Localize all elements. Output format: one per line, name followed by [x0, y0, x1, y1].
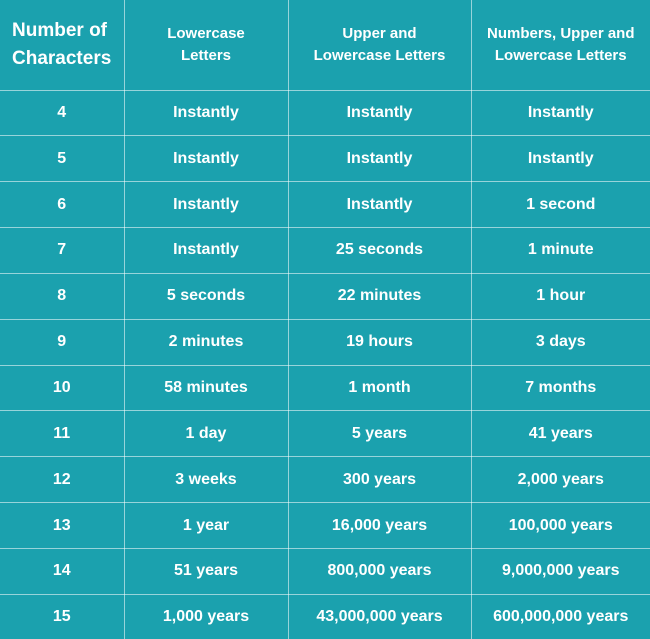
crack-time: Instantly: [287, 135, 472, 183]
crack-time: 300 years: [287, 456, 472, 504]
header-text: Lowercase Letters: [167, 24, 245, 64]
crack-time: 22 minutes: [287, 272, 472, 320]
table-row: 10 58 minutes 1 month 7 months: [0, 364, 650, 412]
crack-time: 1 hour: [470, 272, 650, 320]
header-cell: Lowercase Letters: [123, 0, 289, 91]
character-count: 7: [0, 227, 125, 274]
crack-time: Instantly: [287, 181, 472, 229]
crack-time: 2,000 years: [470, 456, 650, 504]
character-count: 12: [0, 456, 125, 504]
header-cell: Number of Characters: [0, 0, 125, 91]
table-row: 15 1,000 years 43,000,000 years 600,000,000…: [0, 593, 650, 639]
crack-time: 9,000,000 years: [470, 547, 650, 595]
crack-time: 58 minutes: [123, 364, 289, 412]
crack-time: 51 years: [123, 547, 289, 595]
crack-time: 1 minute: [470, 227, 650, 274]
crack-time: Instantly: [470, 89, 650, 137]
header-cell: Numbers, Upper and Lowercase Letters: [470, 0, 650, 91]
character-count: 13: [0, 502, 125, 549]
header-text: Number of Characters: [12, 19, 112, 69]
crack-time: 25 seconds: [287, 227, 472, 274]
crack-time: 16,000 years: [287, 502, 472, 549]
crack-time: 2 minutes: [123, 318, 289, 366]
table-body: 4 Instantly Instantly Instantly 5 Instantly In…: [0, 89, 650, 639]
header-row: Number of Characters Lowercase Letters Upp…: [0, 0, 650, 91]
crack-time: 1 year: [123, 502, 289, 549]
table-row: 14 51 years 800,000 years 9,000,000 years: [0, 547, 650, 595]
crack-time: Instantly: [123, 135, 289, 183]
crack-time: 600,000,000 years: [470, 593, 650, 639]
crack-time: 1 month: [287, 364, 472, 412]
crack-time: 1 day: [123, 410, 289, 458]
character-count: 9: [0, 318, 125, 366]
character-count: 6: [0, 181, 125, 229]
header-cell: Upper and Lowercase Letters: [287, 0, 472, 91]
character-count: 11: [0, 410, 125, 458]
crack-time: Instantly: [470, 135, 650, 183]
crack-time: 19 hours: [287, 318, 472, 366]
crack-time: 5 seconds: [123, 272, 289, 320]
crack-time: Instantly: [123, 89, 289, 137]
crack-time: Instantly: [287, 89, 472, 137]
crack-time: 3 weeks: [123, 456, 289, 504]
crack-time: 1,000 years: [123, 593, 289, 639]
table-row: 5 Instantly Instantly Instantly: [0, 135, 650, 183]
crack-time: 5 years: [287, 410, 472, 458]
character-count: 14: [0, 547, 125, 595]
crack-time: 1 second: [470, 181, 650, 229]
crack-time: Instantly: [123, 227, 289, 274]
character-count: 8: [0, 272, 125, 320]
crack-time: Instantly: [123, 181, 289, 229]
crack-time: 41 years: [470, 410, 650, 458]
header-text: Upper and Lowercase Letters: [313, 24, 446, 64]
table-row: 13 1 year 16,000 years 100,000 years: [0, 502, 650, 549]
crack-time: 800,000 years: [287, 547, 472, 595]
crack-time: 100,000 years: [470, 502, 650, 549]
character-count: 10: [0, 364, 125, 412]
crack-time: 43,000,000 years: [287, 593, 472, 639]
character-count: 5: [0, 135, 125, 183]
table-row: 6 Instantly Instantly 1 second: [0, 181, 650, 229]
header-text: Numbers, Upper and Lowercase Letters: [486, 24, 635, 64]
table-row: 11 1 day 5 years 41 years: [0, 410, 650, 458]
crack-time: 7 months: [470, 364, 650, 412]
table-row: 4 Instantly Instantly Instantly: [0, 89, 650, 137]
crack-time: 3 days: [470, 318, 650, 366]
table-header: Number of Characters Lowercase Letters Upp…: [0, 0, 650, 91]
character-count: 4: [0, 89, 125, 137]
table-row: 12 3 weeks 300 years 2,000 years: [0, 456, 650, 504]
character-count: 15: [0, 593, 125, 639]
table-row: 7 Instantly 25 seconds 1 minute: [0, 227, 650, 274]
